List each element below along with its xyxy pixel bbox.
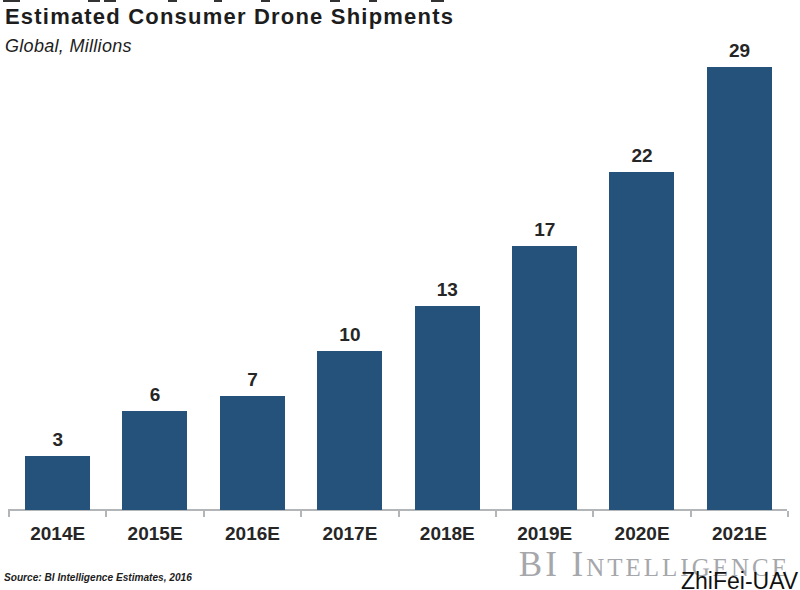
value-label: 17 [496,220,593,240]
top-crop-artifact [88,0,100,2]
value-label: 22 [593,146,690,166]
value-label: 10 [301,325,398,345]
category-label: 2015E [106,523,203,545]
value-label: 3 [9,430,106,450]
category-label: 2014E [9,523,106,545]
bar-2019E [512,246,577,510]
axis-tick [8,511,10,517]
value-label: 6 [106,385,203,405]
top-crop-artifact [369,0,377,2]
bar-2016E [220,396,285,510]
zhifei-uav-label: ZhiFei-UAV [681,568,798,590]
axis-tick [592,511,594,517]
value-label: 13 [399,280,496,300]
category-label: 2018E [399,523,496,545]
bar-2014E [25,456,90,510]
value-label: 29 [691,41,788,61]
top-crop-artifact [330,0,340,2]
top-crop-artifact [261,0,270,2]
bar-2018E [415,306,480,510]
top-crop-artifact [214,0,222,2]
top-crop-artifact [104,0,116,2]
value-label: 7 [204,370,301,390]
axis-tick [495,511,497,517]
top-crop-artifact [168,0,177,2]
axis-tick [787,511,789,517]
bar-2017E [317,351,382,510]
axis-tick [398,511,400,517]
axis-tick [203,511,205,517]
chart-subtitle: Global, Millions [5,36,132,57]
bar-2020E [609,172,674,510]
category-label: 2017E [301,523,398,545]
category-label: 2021E [691,523,788,545]
top-crop-artifact [431,0,444,2]
bar-2015E [122,411,187,510]
chart-title: Estimated Consumer Drone Shipments [5,4,454,30]
source-note: Source: BI Intelligence Estimates, 2016 [4,571,192,583]
bar-2021E [707,67,772,510]
category-label: 2016E [204,523,301,545]
axis-tick [690,511,692,517]
chart-page: Estimated Consumer Drone Shipments Globa… [0,0,800,590]
top-crop-artifact [3,0,20,2]
axis-tick [105,511,107,517]
category-label: 2020E [593,523,690,545]
axis-tick [300,511,302,517]
category-label: 2019E [496,523,593,545]
